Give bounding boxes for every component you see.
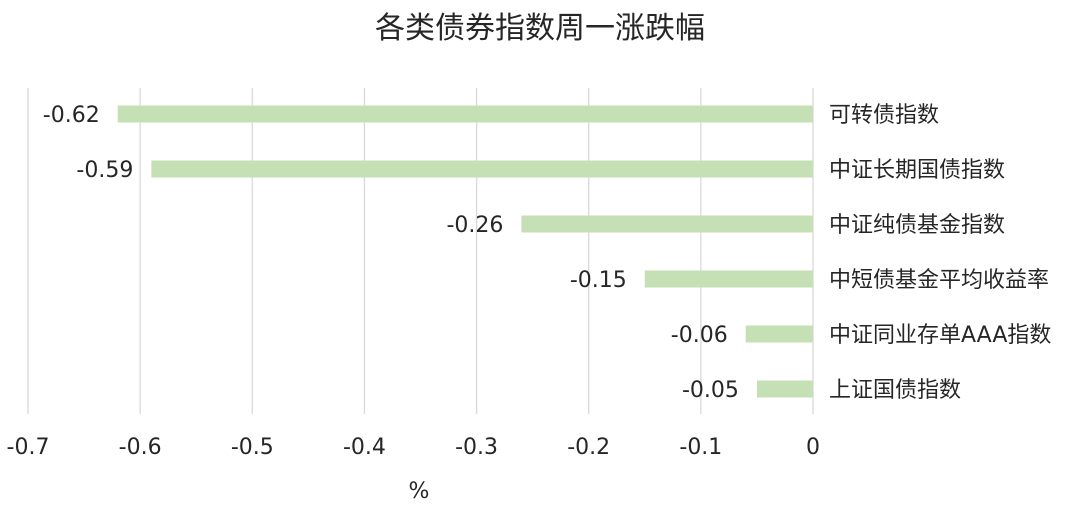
- x-tick-label: 0: [806, 435, 820, 460]
- category-label: 可转债指数: [829, 103, 939, 128]
- category-label: 中证长期国债指数: [829, 158, 1005, 183]
- x-axis-ticks: -0.7 -0.6 -0.5 -0.4 -0.3 -0.2 -0.1 0: [7, 435, 820, 460]
- x-tick-label: -0.4: [343, 435, 386, 460]
- bar-value-label: -0.62: [43, 103, 100, 128]
- bar: [644, 270, 813, 288]
- category-label: 中证同业存单AAA指数: [829, 323, 1051, 348]
- x-axis-label: %: [409, 479, 430, 504]
- bar: [151, 160, 813, 178]
- bar-value-label: -0.05: [682, 378, 739, 403]
- bars: [117, 105, 813, 398]
- x-tick-label: -0.5: [231, 435, 274, 460]
- category-label: 中短债基金平均收益率: [829, 268, 1049, 293]
- bar-value-label: -0.59: [76, 158, 133, 183]
- bar-value-label: -0.15: [570, 268, 627, 293]
- x-tick-label: -0.2: [567, 435, 610, 460]
- x-tick-label: -0.3: [455, 435, 498, 460]
- chart-title: 各类债券指数周一涨跌幅: [375, 11, 705, 46]
- bar: [745, 325, 813, 343]
- bar-value-label: -0.26: [446, 213, 503, 238]
- category-labels: 可转债指数中证长期国债指数中证纯债基金指数中短债基金平均收益率中证同业存单AAA…: [829, 103, 1051, 403]
- x-tick-label: -0.6: [119, 435, 162, 460]
- bar: [756, 380, 813, 398]
- data-labels: -0.62 -0.59 -0.26 -0.15 -0.06 -0.05: [43, 103, 739, 403]
- category-label: 中证纯债基金指数: [829, 213, 1005, 238]
- gridlines: [27, 88, 814, 414]
- x-tick-label: -0.7: [7, 435, 50, 460]
- bar: [117, 105, 813, 123]
- category-label: 上证国债指数: [829, 378, 961, 403]
- x-tick-label: -0.1: [679, 435, 722, 460]
- bar-value-label: -0.06: [671, 323, 728, 348]
- bar: [521, 215, 813, 233]
